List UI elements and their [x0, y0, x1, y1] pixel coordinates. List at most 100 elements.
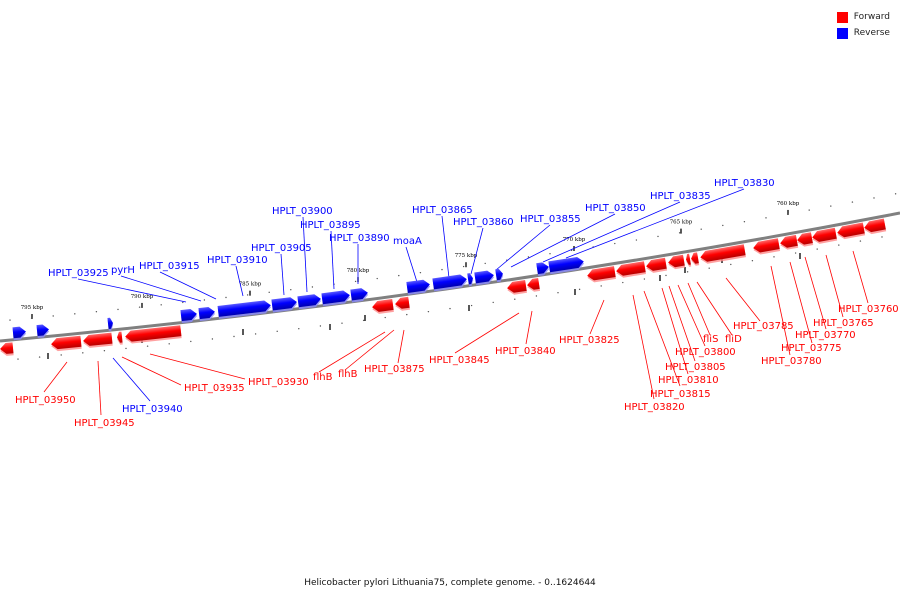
minor-tick: [354, 280, 357, 283]
gene-label[interactable]: HPLT_03775: [781, 343, 842, 354]
gene-label[interactable]: HPLT_03820: [624, 402, 685, 413]
minor-tick: [449, 307, 451, 310]
minor-tick: [765, 217, 767, 219]
gene-label[interactable]: HPLT_03765: [813, 318, 874, 329]
gene-label[interactable]: fliD: [725, 334, 742, 345]
major-tick: 785 kbp: [239, 282, 262, 296]
leader-line: [97, 360, 102, 416]
gene-label[interactable]: HPLT_03895: [300, 220, 361, 231]
gene-label[interactable]: HPLT_03940: [122, 404, 183, 415]
gene-label[interactable]: HPLT_03825: [559, 335, 620, 346]
forward-gene-arrow: [864, 218, 887, 235]
gene-label[interactable]: HPLT_03930: [248, 377, 309, 388]
leader-line: [280, 253, 285, 296]
tick-label: 775 kbp: [455, 253, 478, 259]
reverse-gene-arrow: [536, 262, 550, 277]
legend-item-forward: Forward: [836, 9, 890, 25]
minor-tick: [17, 358, 19, 360]
gene-label[interactable]: HPLT_03835: [650, 191, 711, 202]
minor-tick: [622, 281, 624, 284]
gene-label[interactable]: HPLT_03925: [48, 268, 109, 279]
gene-label[interactable]: HPLT_03780: [761, 356, 822, 367]
forward-gene-arrow: [616, 261, 647, 278]
gene-label[interactable]: HPLT_03815: [650, 389, 711, 400]
major-tick: 790 kbp: [131, 294, 154, 308]
minor-tick: [635, 239, 638, 241]
gene-label[interactable]: HPLT_03950: [15, 395, 76, 406]
minor-tick: [276, 330, 278, 333]
forward-gene-arrow: [797, 232, 814, 247]
gene-label[interactable]: HPLT_03805: [665, 362, 726, 373]
minor-tick: [557, 292, 559, 294]
minor-tick: [225, 296, 227, 299]
reverse-gene-arrow: [350, 288, 369, 303]
minor-tick: [38, 356, 41, 358]
leader-line: [852, 250, 869, 304]
legend-label-forward: Forward: [853, 12, 890, 22]
gene-label[interactable]: HPLT_03945: [74, 418, 135, 429]
gene-label[interactable]: HPLT_03830: [714, 178, 775, 189]
gene-label[interactable]: HPLT_03915: [139, 261, 200, 272]
major-tick: 760 kbp: [777, 201, 800, 215]
gene-label[interactable]: HPLT_03785: [733, 321, 794, 332]
forward-gene-arrow: [691, 252, 700, 266]
gene-label[interactable]: HPLT_03890: [329, 233, 390, 244]
gene-label[interactable]: pyrH: [111, 265, 135, 276]
forward-gene-arrow: [668, 254, 686, 270]
leader-line: [804, 256, 827, 330]
gene-label[interactable]: HPLT_03855: [520, 214, 581, 225]
leader-line: [77, 278, 187, 303]
minor-tick: [117, 308, 119, 311]
gene-label[interactable]: HPLT_03935: [184, 383, 245, 394]
reverse-gene-arrow: [297, 294, 322, 310]
gene-features: [0, 218, 887, 356]
minor-tick: [808, 209, 810, 211]
minor-tick: [838, 244, 840, 246]
minor-tick: [665, 274, 667, 277]
forward-gene-arrow: [527, 277, 541, 292]
gene-label[interactable]: HPLT_03900: [272, 206, 333, 217]
minor-tick: [95, 310, 98, 313]
gene-label[interactable]: HPLT_03760: [838, 304, 899, 315]
gene-label[interactable]: HPLT_03810: [658, 375, 719, 386]
minor-tick: [686, 271, 689, 273]
leader-line: [632, 294, 655, 400]
minor-tick: [211, 338, 214, 340]
gene-label[interactable]: moaA: [393, 236, 422, 247]
reverse-gene-arrow: [107, 317, 114, 331]
leader-line: [643, 290, 681, 387]
minor-tick: [52, 315, 54, 317]
minor-tick: [527, 256, 530, 258]
gene-label[interactable]: HPLT_03875: [364, 364, 425, 375]
gene-labels: HPLT_03925 pyrH HPLT_03915HPLT_03910HPLT_0…: [15, 178, 899, 429]
minor-tick: [549, 253, 551, 255]
gene-label[interactable]: HPLT_03840: [495, 346, 556, 357]
gene-label[interactable]: flhB: [313, 372, 333, 383]
reverse-gene-arrow: [321, 290, 351, 307]
minor-tick: [362, 319, 365, 322]
gene-label[interactable]: HPLT_03800: [675, 347, 736, 358]
gene-label[interactable]: HPLT_03845: [429, 355, 490, 366]
gene-label[interactable]: HPLT_03860: [453, 217, 514, 228]
leader-line: [120, 275, 202, 302]
leader-line: [159, 271, 217, 300]
minor-tick: [786, 213, 789, 215]
gene-label[interactable]: fliS: [703, 334, 718, 345]
gene-label[interactable]: HPLT_03910: [207, 255, 268, 266]
gene-label[interactable]: HPLT_03905: [251, 243, 312, 254]
minor-tick: [678, 232, 681, 234]
gene-label[interactable]: HPLT_03770: [795, 330, 856, 341]
gene-label[interactable]: flhB: [338, 369, 358, 380]
minor-tick: [462, 265, 465, 268]
major-tick: 765 kbp: [670, 220, 693, 234]
gene-label[interactable]: HPLT_03865: [412, 205, 473, 216]
forward-gene-arrow: [0, 342, 14, 356]
gene-label[interactable]: HPLT_03850: [585, 203, 646, 214]
forward-gene-arrow: [117, 331, 123, 345]
reverse-gene-arrow: [198, 307, 216, 322]
forward-gene-arrow: [753, 238, 781, 255]
leader-line: [725, 277, 761, 322]
minor-tick: [470, 304, 473, 307]
tick-label: 760 kbp: [777, 201, 800, 207]
reverse-gene-arrow: [12, 326, 27, 341]
